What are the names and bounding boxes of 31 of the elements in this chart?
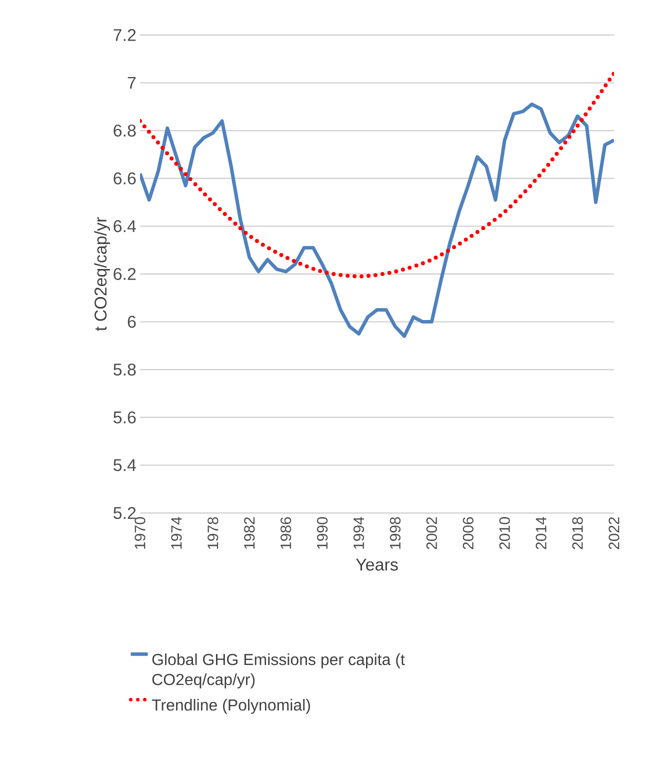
x-tick-label: 2010 bbox=[499, 517, 510, 550]
y-tick-label: 6.4 bbox=[114, 220, 136, 232]
x-tick-label: 1994 bbox=[353, 516, 364, 549]
legend-label: Global GHG Emissions per capita (t CO2eq/cap/yr) bbox=[152, 653, 405, 688]
x-tick-label: 1986 bbox=[280, 517, 292, 549]
y-tick-label: 7 bbox=[128, 76, 136, 89]
y-tick-label: 5.2 bbox=[114, 506, 136, 520]
y-tick-label: 6.2 bbox=[114, 268, 136, 280]
y-tick-label: 5.6 bbox=[114, 411, 136, 424]
x-tick-label: 2022 bbox=[608, 517, 620, 550]
y-axis-title: t CO2eq/cap/yr bbox=[94, 217, 110, 331]
line-series bbox=[140, 102, 614, 338]
x-tick-label: 1982 bbox=[244, 517, 255, 549]
x-tick-label: 2018 bbox=[572, 517, 583, 550]
x-tick-label: 2006 bbox=[462, 517, 474, 550]
line-series bbox=[140, 71, 614, 278]
y-tick-label: 6.6 bbox=[114, 172, 136, 184]
x-tick-label: 1978 bbox=[208, 517, 218, 549]
y-tick-label: 5.8 bbox=[114, 364, 136, 376]
y-tick-label: 5.4 bbox=[114, 459, 136, 472]
x-axis-title: Years bbox=[356, 558, 398, 571]
y-tick-label: 7.2 bbox=[114, 29, 136, 41]
x-tick-label: 1998 bbox=[390, 517, 401, 549]
x-tick-label: 1970 bbox=[134, 517, 146, 549]
y-tick-label: 6 bbox=[128, 316, 136, 328]
x-tick-label: 1990 bbox=[316, 517, 328, 549]
x-tick-label: 2002 bbox=[426, 517, 437, 550]
y-tick-label: 6.8 bbox=[114, 124, 136, 137]
x-tick-label: 2014 bbox=[536, 516, 546, 550]
legend-label: Trendline (Polynomial) bbox=[152, 698, 310, 714]
x-tick-label: 1974 bbox=[171, 516, 182, 549]
